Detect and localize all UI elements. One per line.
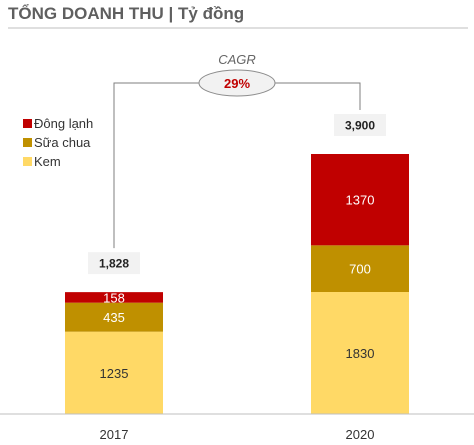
bar-segment-sữa-chua-2020: [311, 245, 409, 292]
bar-value-label: 1370: [346, 193, 375, 208]
x-axis: 2017 2020: [0, 413, 474, 442]
bar-segment-kem-2017: [65, 331, 163, 414]
legend-swatch: [23, 138, 32, 147]
cagr-annotation: CAGR 29%: [113, 52, 361, 249]
cagr-ellipse: [198, 69, 276, 97]
legend: Đông lạnh Sữa chua Kem: [23, 116, 93, 169]
cagr-label: CAGR: [218, 52, 256, 67]
legend-label: Sữa chua: [34, 135, 91, 150]
bar-value-label: 700: [349, 262, 371, 277]
total-box: [88, 252, 140, 275]
legend-label: Kem: [34, 154, 61, 169]
cagr-value: 29%: [224, 76, 250, 91]
bar-value-label: 1235: [100, 366, 129, 381]
chart-title: TỔNG DOANH THU | Tỷ đồng: [8, 4, 244, 23]
total-label: 1,828: [99, 257, 129, 271]
bar-value-label: 158: [103, 290, 125, 305]
x-tick-label: 2020: [346, 427, 375, 442]
bar-segment-đông-lạnh-2017: [65, 292, 163, 303]
bar-segment-đông-lạnh-2020: [311, 154, 409, 246]
legend-swatch: [23, 157, 32, 166]
total-box: [334, 114, 386, 136]
total-label: 3,900: [345, 119, 375, 133]
bars-group: 1235 435 158 1,828 1830 700 1370 3,900: [65, 114, 409, 414]
bar-segment-sữa-chua-2017: [65, 302, 163, 332]
legend-label: Đông lạnh: [34, 116, 93, 131]
legend-swatch: [23, 119, 32, 128]
bar-value-label: 1830: [346, 346, 375, 361]
x-tick-label: 2017: [100, 427, 129, 442]
bar-value-label: 435: [103, 310, 125, 325]
bar-segment-kem-2020: [311, 292, 409, 414]
